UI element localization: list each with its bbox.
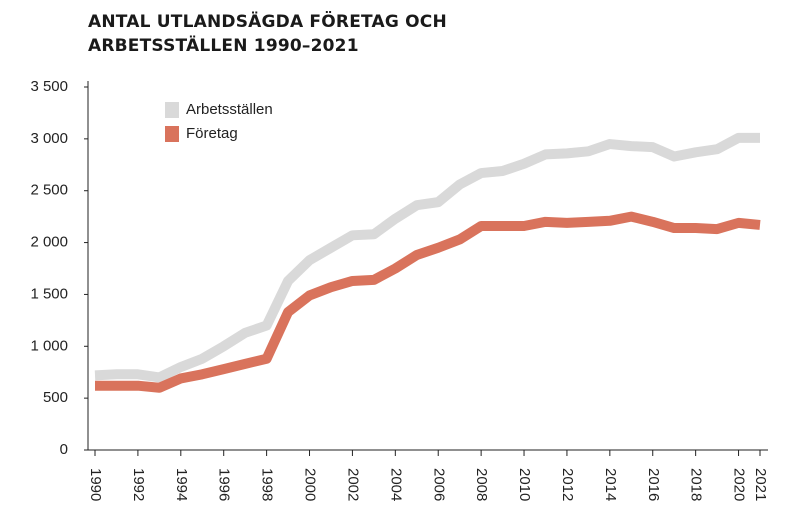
x-tick-label: 2021 xyxy=(752,468,769,501)
x-tick-label: 2010 xyxy=(516,468,533,501)
x-tick-label: 1994 xyxy=(173,468,190,501)
y-tick-label: 3 000 xyxy=(30,130,68,147)
series-line xyxy=(94,132,760,383)
x-tick-label: 1998 xyxy=(259,468,276,501)
x-tick-label: 2016 xyxy=(645,468,662,501)
y-tick-label: 2 000 xyxy=(30,234,68,251)
legend-label: Företag xyxy=(186,125,238,142)
chart-title: ANTAL UTLANDSÄGDA FÖRETAG OCH ARBETSSTÄL… xyxy=(88,12,447,56)
legend-label: Arbetsställen xyxy=(186,101,273,118)
y-tick-label: 0 xyxy=(60,441,68,458)
x-tick-label: 1992 xyxy=(130,468,147,501)
x-tick-label: 2008 xyxy=(473,468,490,501)
x-tick-label: 2012 xyxy=(559,468,576,501)
y-tick-label: 500 xyxy=(43,389,68,406)
x-tick-label: 2014 xyxy=(602,468,619,501)
x-tick-label: 2002 xyxy=(344,468,361,501)
x-tick-label: 2004 xyxy=(387,468,404,501)
x-tick-label: 2000 xyxy=(302,468,319,501)
legend-swatch xyxy=(165,126,179,142)
x-tick-label: 2006 xyxy=(430,468,447,501)
y-tick-label: 3 500 xyxy=(30,78,68,95)
legend-swatch xyxy=(165,102,179,118)
y-tick-label: 1 500 xyxy=(30,285,68,302)
x-tick-label: 2020 xyxy=(731,468,748,501)
y-tick-label: 1 000 xyxy=(30,337,68,354)
y-tick-label: 2 500 xyxy=(30,182,68,199)
x-tick-label: 2018 xyxy=(688,468,705,501)
series-line xyxy=(95,211,761,393)
x-tick-label: 1990 xyxy=(87,468,104,501)
x-tick-label: 1996 xyxy=(216,468,233,501)
